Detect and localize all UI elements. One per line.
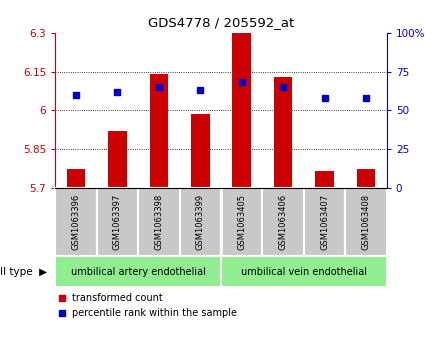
Bar — [274, 77, 292, 188]
Text: GSM1063397: GSM1063397 — [113, 194, 122, 250]
Bar — [96, 188, 138, 256]
Text: GSM1063408: GSM1063408 — [362, 194, 371, 250]
Text: GSM1063405: GSM1063405 — [237, 194, 246, 250]
Bar — [138, 188, 179, 256]
Bar — [55, 188, 96, 256]
Text: percentile rank within the sample: percentile rank within the sample — [72, 308, 237, 318]
Bar — [315, 171, 334, 188]
Bar — [232, 33, 251, 188]
Bar — [262, 188, 304, 256]
Text: GSM1063407: GSM1063407 — [320, 194, 329, 250]
Text: transformed count: transformed count — [72, 293, 163, 303]
Text: GSM1063406: GSM1063406 — [279, 194, 288, 250]
Text: umbilical artery endothelial: umbilical artery endothelial — [71, 267, 206, 277]
Bar — [357, 169, 375, 188]
Text: umbilical vein endothelial: umbilical vein endothelial — [241, 267, 367, 277]
Text: GSM1063398: GSM1063398 — [154, 194, 163, 250]
Bar — [179, 188, 221, 256]
Bar — [108, 131, 127, 188]
Text: GSM1063399: GSM1063399 — [196, 194, 205, 250]
Bar — [55, 256, 221, 287]
Text: GSM1063396: GSM1063396 — [71, 194, 80, 250]
Bar — [221, 256, 387, 287]
Bar — [345, 188, 387, 256]
Bar — [221, 188, 262, 256]
Bar — [304, 188, 345, 256]
Bar — [67, 169, 85, 188]
Bar — [150, 74, 168, 188]
Text: cell type  ▶: cell type ▶ — [0, 267, 47, 277]
Title: GDS4778 / 205592_at: GDS4778 / 205592_at — [148, 16, 294, 29]
Bar — [191, 114, 210, 188]
